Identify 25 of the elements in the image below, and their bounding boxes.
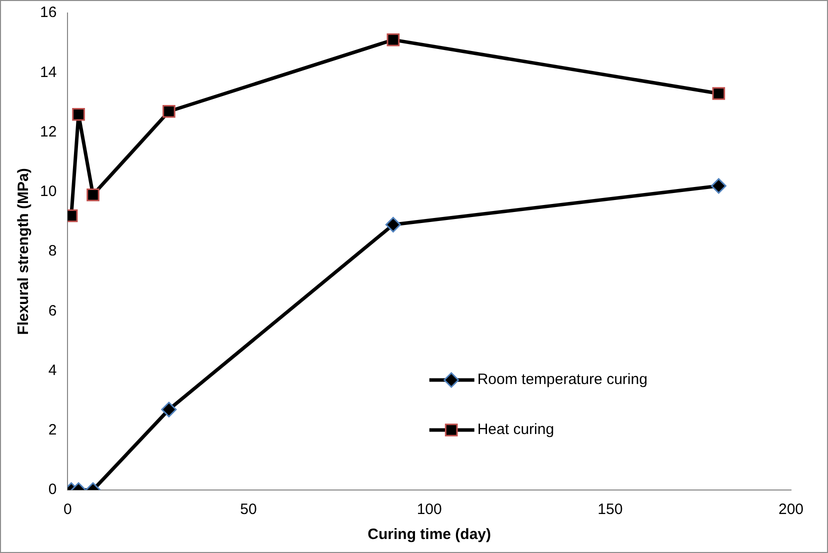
x-tick-label: 0 bbox=[64, 501, 72, 518]
point bbox=[72, 108, 85, 121]
x-axis-title: Curing time (day) bbox=[368, 526, 492, 544]
x-tick-label: 200 bbox=[778, 501, 804, 518]
point bbox=[86, 188, 100, 202]
x-tick-label: 150 bbox=[598, 501, 623, 518]
y-tick-label: 8 bbox=[48, 242, 57, 260]
y-tick-label: 16 bbox=[40, 4, 57, 22]
legend-label: Room temperature curing bbox=[477, 371, 648, 388]
legend-label: Heat curing bbox=[477, 421, 554, 438]
y-tick-label: 14 bbox=[40, 64, 57, 81]
y-tick-label: 4 bbox=[48, 362, 57, 379]
y-axis-title: Flexural strength (MPa) bbox=[15, 168, 32, 335]
point bbox=[710, 178, 726, 194]
x-tick-label: 50 bbox=[240, 501, 257, 518]
y-tick-label: 0 bbox=[48, 481, 57, 498]
x-tick-label: 100 bbox=[416, 501, 442, 518]
point bbox=[385, 216, 401, 232]
y-tick-label: 6 bbox=[48, 302, 57, 320]
y-tick-label: 10 bbox=[40, 183, 57, 200]
point bbox=[162, 104, 176, 118]
point bbox=[712, 87, 726, 100]
y-tick-label: 12 bbox=[40, 123, 57, 140]
y-tick-label: 2 bbox=[48, 422, 57, 439]
point bbox=[386, 33, 400, 46]
